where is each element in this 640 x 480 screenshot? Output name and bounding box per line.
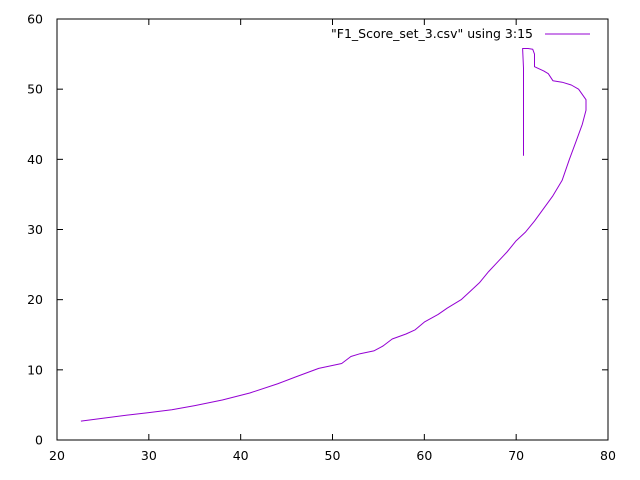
legend: "F1_Score_set_3.csv" using 3:15 (331, 26, 590, 41)
plot-frame (56, 18, 609, 441)
x-tick-label: 80 (600, 448, 616, 463)
series-layer (80, 48, 587, 422)
x-tick-label: 30 (141, 448, 157, 463)
x-tick-label: 60 (416, 448, 432, 463)
y-tick-label: 20 (27, 292, 43, 307)
x-tick-label: 70 (508, 448, 524, 463)
y-tick-label: 10 (27, 362, 43, 377)
y-axis: 0 10 20 30 40 50 60 (27, 12, 608, 448)
y-tick-label: 40 (27, 152, 43, 167)
series-line-0 (80, 48, 587, 422)
x-tick-label: 40 (233, 448, 249, 463)
y-tick-label: 0 (35, 433, 43, 448)
x-axis: 20 30 40 50 60 70 80 (49, 19, 616, 463)
x-tick-label: 20 (49, 448, 65, 463)
y-tick-label: 50 (27, 82, 43, 97)
plot-border (56, 18, 609, 441)
y-tick-label: 60 (27, 12, 43, 27)
x-tick-label: 50 (325, 448, 341, 463)
y-tick-label: 30 (27, 222, 43, 237)
legend-label: "F1_Score_set_3.csv" using 3:15 (331, 26, 533, 41)
